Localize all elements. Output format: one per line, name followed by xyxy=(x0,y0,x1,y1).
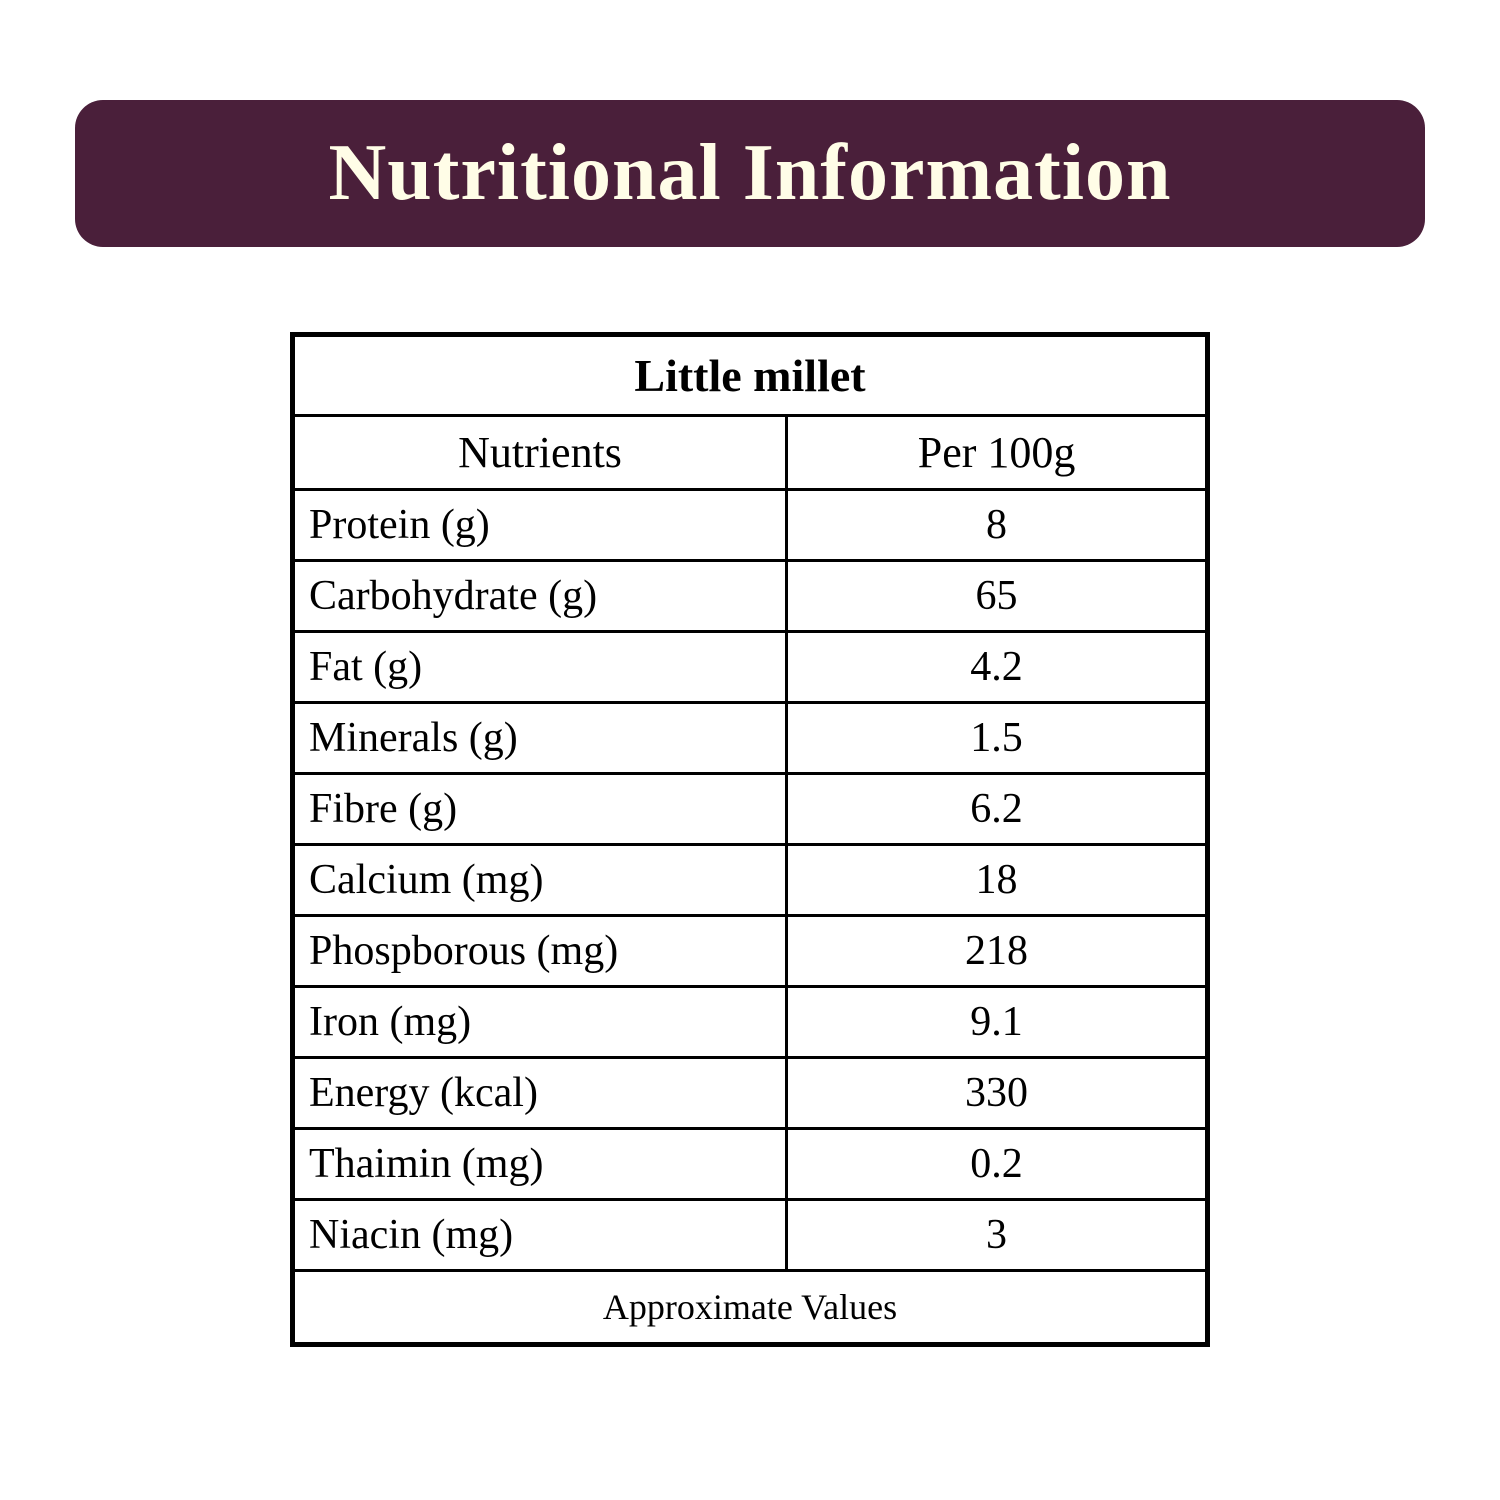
nutrient-value: 0.2 xyxy=(787,1129,1208,1200)
nutrient-value: 4.2 xyxy=(787,632,1208,703)
nutrient-name: Thaimin (mg) xyxy=(293,1129,787,1200)
table-row: Niacin (mg)3 xyxy=(293,1200,1208,1271)
table-row: Calcium (mg)18 xyxy=(293,845,1208,916)
nutrient-value: 18 xyxy=(787,845,1208,916)
table-row: Thaimin (mg)0.2 xyxy=(293,1129,1208,1200)
table-footer: Approximate Values xyxy=(293,1271,1208,1345)
table-row: Iron (mg)9.1 xyxy=(293,987,1208,1058)
table-row: Energy (kcal)330 xyxy=(293,1058,1208,1129)
table-row: Fat (g)4.2 xyxy=(293,632,1208,703)
nutrient-value: 65 xyxy=(787,561,1208,632)
nutrient-name: Protein (g) xyxy=(293,490,787,561)
nutrient-value: 3 xyxy=(787,1200,1208,1271)
table-footer-row: Approximate Values xyxy=(293,1271,1208,1345)
nutrient-value: 218 xyxy=(787,916,1208,987)
nutrient-value: 1.5 xyxy=(787,703,1208,774)
nutrient-name: Minerals (g) xyxy=(293,703,787,774)
table-row: Carbohydrate (g)65 xyxy=(293,561,1208,632)
title-bar: Nutritional Information xyxy=(75,100,1425,247)
table-caption-row: Little millet xyxy=(293,335,1208,416)
nutrient-name: Calcium (mg) xyxy=(293,845,787,916)
nutrient-value: 330 xyxy=(787,1058,1208,1129)
table-row: Protein (g)8 xyxy=(293,490,1208,561)
column-header-per100g: Per 100g xyxy=(787,416,1208,490)
nutrient-name: Iron (mg) xyxy=(293,987,787,1058)
nutrient-name: Carbohydrate (g) xyxy=(293,561,787,632)
column-header-nutrients: Nutrients xyxy=(293,416,787,490)
nutrient-value: 8 xyxy=(787,490,1208,561)
nutrient-name: Energy (kcal) xyxy=(293,1058,787,1129)
table-header-row: Nutrients Per 100g xyxy=(293,416,1208,490)
nutrient-name: Niacin (mg) xyxy=(293,1200,787,1271)
table-row: Minerals (g)1.5 xyxy=(293,703,1208,774)
nutrition-table: Little millet Nutrients Per 100g Protein… xyxy=(290,332,1210,1347)
table-row: Phospborous (mg)218 xyxy=(293,916,1208,987)
table-row: Fibre (g)6.2 xyxy=(293,774,1208,845)
nutrient-value: 6.2 xyxy=(787,774,1208,845)
nutrient-name: Fibre (g) xyxy=(293,774,787,845)
nutrient-name: Phospborous (mg) xyxy=(293,916,787,987)
table-caption: Little millet xyxy=(293,335,1208,416)
nutrient-name: Fat (g) xyxy=(293,632,787,703)
nutrient-value: 9.1 xyxy=(787,987,1208,1058)
